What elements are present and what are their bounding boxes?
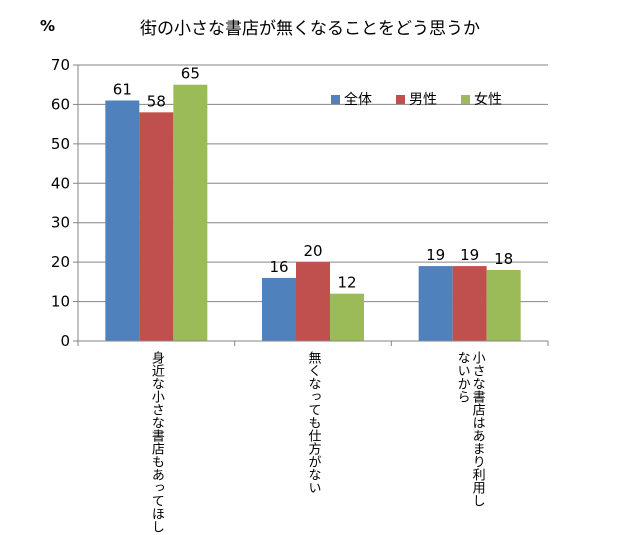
- legend-swatch-全体: [331, 95, 340, 104]
- legend-swatch-男性: [396, 95, 405, 104]
- data-label: 19: [426, 246, 445, 264]
- category-labels: 身近な小さな書店もあってほしい 無くなっても仕方がない 小さな書店はあまり利用しない…: [149, 350, 485, 535]
- category-label: 身近な小さな書店もあってほしい: [149, 350, 165, 535]
- data-label: 20: [303, 242, 322, 260]
- y-tick-label: 30: [51, 214, 70, 232]
- legend-label: 全体: [344, 91, 372, 108]
- legend: 全体 男性 女性: [331, 91, 502, 108]
- bar-男性-2: [452, 266, 487, 341]
- bar-全体-1: [262, 277, 296, 341]
- bar-男性-1: [296, 262, 330, 341]
- bar-男性-0: [139, 112, 174, 341]
- data-label: 19: [460, 246, 479, 264]
- legend-label: 男性: [409, 92, 437, 108]
- data-label: 58: [147, 92, 166, 110]
- y-tick-label: 50: [51, 135, 70, 153]
- chart-title: 街の小さな書店が無くなることをどう思うか: [140, 19, 480, 39]
- bar-女性-0: [173, 84, 208, 341]
- bar-全体-2: [418, 266, 453, 341]
- y-axis-ticks: 0 10 20 30 40 50 60 70: [51, 56, 70, 350]
- bar-女性-1: [330, 293, 364, 341]
- data-label: 12: [337, 274, 356, 292]
- y-tick-label: 40: [51, 174, 70, 192]
- bar-女性-2: [486, 270, 521, 341]
- legend-swatch-女性: [461, 95, 470, 104]
- y-tick-label: 60: [51, 95, 70, 113]
- category-label: 無くなっても仕方がない: [306, 351, 322, 494]
- y-tick-label: 20: [51, 253, 70, 271]
- axes: [73, 64, 549, 346]
- y-tick-label: 0: [60, 332, 70, 350]
- y-tick-label: 10: [51, 293, 70, 311]
- category-label: 小さな書店はあまり利用し: [470, 351, 486, 507]
- legend-label: 女性: [474, 91, 502, 108]
- data-label: 18: [494, 250, 513, 268]
- y-axis-unit-label: %: [40, 17, 55, 35]
- data-label: 65: [181, 65, 200, 83]
- bar-全体-0: [105, 100, 140, 341]
- data-label: 61: [113, 80, 132, 98]
- data-label: 16: [269, 258, 288, 276]
- category-label: ないから: [455, 351, 470, 403]
- bars: [105, 84, 521, 341]
- y-tick-label: 70: [51, 56, 70, 74]
- data-labels: 61 16 19 58 20 19 65 12 18: [113, 65, 513, 292]
